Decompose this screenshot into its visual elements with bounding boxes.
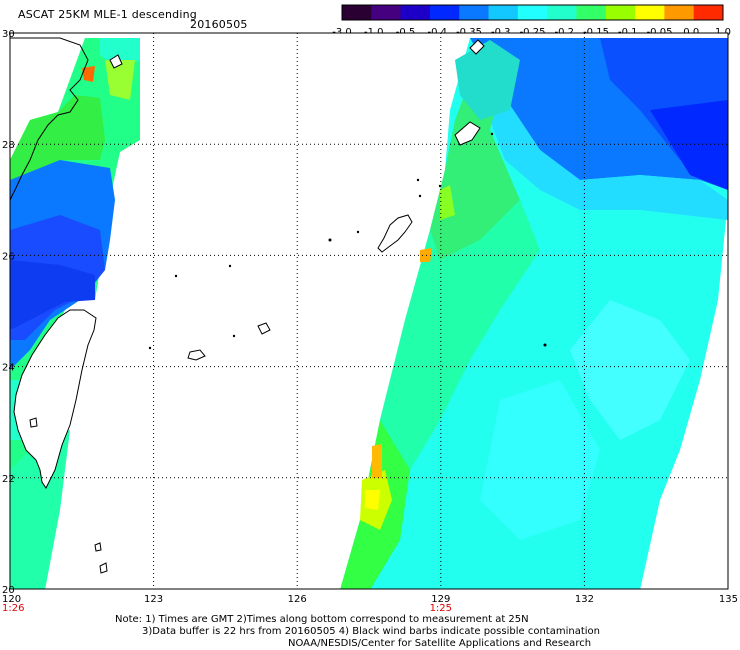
taiwan-islet <box>29 417 38 428</box>
colorbar-segment <box>371 5 402 20</box>
colorbar-segment <box>664 5 695 20</box>
amami-island <box>454 121 481 146</box>
right-swath-data <box>340 38 728 589</box>
note-line-2: 3)Data buffer is 22 hrs from 20160505 4)… <box>142 626 600 637</box>
okinawa-island <box>377 214 413 253</box>
note-line-3: NOAA/NESDIS/Center for Satellite Applica… <box>288 638 592 649</box>
lon-label: 120 <box>2 594 21 605</box>
yakushima-island <box>469 39 485 55</box>
lon-label: 126 <box>288 594 307 605</box>
lat-label: 26 <box>2 251 15 262</box>
land-outlines <box>10 37 485 574</box>
sakishima-island-2 <box>257 322 271 335</box>
lat-label: 20 <box>2 585 15 596</box>
lon-label: 132 <box>575 594 594 605</box>
left-swath-data <box>10 38 140 589</box>
colorbar-segment <box>693 5 724 20</box>
colorbar-segment <box>342 5 372 20</box>
colorbar-segment <box>576 5 607 20</box>
lat-label: 22 <box>2 474 15 485</box>
lat-label: 24 <box>2 363 15 374</box>
lat-label: 30 <box>2 29 15 40</box>
plot-frame <box>9 32 729 590</box>
colorbar-segment <box>459 5 490 20</box>
lon-label: 129 <box>431 594 450 605</box>
colorbar-segment <box>400 5 431 20</box>
lat-label: 28 <box>2 140 15 151</box>
colorbar-segment <box>429 5 460 20</box>
pass-time-label: 1:26 <box>2 603 24 614</box>
colorbar-segment <box>488 5 519 20</box>
colorbar-segment <box>547 5 577 20</box>
note-line-1: Note: 1) Times are GMT 2)Times along bot… <box>115 614 529 625</box>
islet-south-2 <box>99 562 108 574</box>
china-coastline <box>10 37 89 201</box>
product-title: ASCAT 25KM MLE-1 descending <box>18 8 197 21</box>
lon-label: 135 <box>719 594 738 605</box>
china-islet-1 <box>109 54 123 69</box>
sakishima-island-1 <box>187 349 206 361</box>
small-islets <box>148 132 547 350</box>
islet-south-1 <box>94 542 102 552</box>
lon-label: 123 <box>144 594 163 605</box>
gridlines <box>10 33 728 589</box>
colorbar-segment <box>605 5 636 20</box>
taiwan-outline <box>13 309 97 489</box>
product-date: 20160505 <box>190 18 248 31</box>
colorbar-segment <box>517 5 548 20</box>
pass-time-label: 1:25 <box>430 603 452 614</box>
colorbar-segment <box>635 5 665 20</box>
map-plot-area <box>10 33 728 589</box>
